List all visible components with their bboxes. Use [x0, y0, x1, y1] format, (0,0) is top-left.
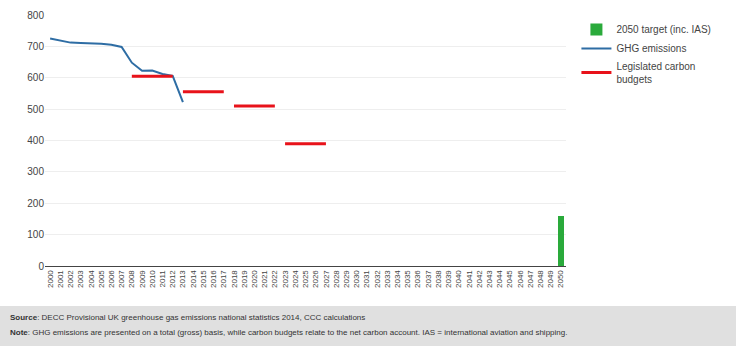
svg-text:2040: 2040	[454, 270, 463, 288]
svg-text:2048: 2048	[536, 270, 545, 288]
svg-text:2017: 2017	[219, 270, 228, 288]
svg-text:200: 200	[27, 198, 44, 209]
svg-text:2012: 2012	[168, 270, 177, 288]
svg-text:2025: 2025	[301, 270, 310, 288]
svg-text:Source: DECC Provisional UK gr: Source: DECC Provisional UK greenhouse g…	[10, 313, 365, 322]
svg-text:2038: 2038	[434, 270, 443, 288]
svg-text:2043: 2043	[485, 270, 494, 288]
svg-text:2044: 2044	[495, 270, 504, 288]
svg-text:2010: 2010	[148, 270, 157, 288]
svg-text:2016: 2016	[209, 270, 218, 288]
svg-text:2047: 2047	[526, 270, 535, 288]
svg-text:Legislated carbonbudgets: Legislated carbonbudgets	[616, 61, 695, 85]
svg-text:2034: 2034	[393, 270, 402, 288]
svg-text:2050: 2050	[556, 270, 565, 288]
svg-text:2015: 2015	[199, 270, 208, 288]
svg-text:GHG emissions: GHG emissions	[616, 43, 686, 54]
svg-text:2035: 2035	[403, 270, 412, 288]
svg-text:2041: 2041	[465, 270, 474, 288]
svg-text:500: 500	[27, 104, 44, 115]
svg-text:2045: 2045	[505, 270, 514, 288]
svg-text:2002: 2002	[66, 270, 75, 288]
svg-text:2023: 2023	[281, 270, 290, 288]
svg-text:2011: 2011	[158, 270, 167, 288]
svg-text:2006: 2006	[107, 270, 116, 288]
svg-text:2022: 2022	[270, 270, 279, 288]
svg-text:2004: 2004	[87, 270, 96, 288]
svg-text:2042: 2042	[475, 270, 484, 288]
svg-text:400: 400	[27, 135, 44, 146]
svg-text:2000: 2000	[46, 270, 55, 288]
svg-text:2018: 2018	[230, 270, 239, 288]
svg-text:2033: 2033	[383, 270, 392, 288]
svg-text:2026: 2026	[311, 270, 320, 288]
svg-text:100: 100	[27, 229, 44, 240]
svg-text:2031: 2031	[362, 270, 371, 288]
svg-text:2024: 2024	[291, 270, 300, 288]
svg-text:2037: 2037	[424, 270, 433, 288]
svg-text:2003: 2003	[76, 270, 85, 288]
svg-text:2009: 2009	[138, 270, 147, 288]
svg-text:2039: 2039	[444, 270, 453, 288]
svg-text:Note: GHG emissions are presen: Note: GHG emissions are presented on a t…	[10, 328, 567, 337]
svg-text:700: 700	[27, 41, 44, 52]
svg-text:2014: 2014	[189, 270, 198, 288]
svg-text:2032: 2032	[373, 270, 382, 288]
svg-text:2001: 2001	[56, 270, 65, 288]
svg-text:2029: 2029	[342, 270, 351, 288]
svg-text:2030: 2030	[352, 270, 361, 288]
svg-text:2046: 2046	[516, 270, 525, 288]
svg-text:0: 0	[38, 261, 44, 272]
svg-text:600: 600	[27, 72, 44, 83]
svg-text:2019: 2019	[240, 270, 249, 288]
svg-text:2027: 2027	[322, 270, 331, 288]
svg-text:800: 800	[27, 10, 44, 21]
svg-text:2028: 2028	[332, 270, 341, 288]
svg-text:2008: 2008	[127, 270, 136, 288]
svg-text:2021: 2021	[260, 270, 269, 288]
svg-text:2007: 2007	[117, 270, 126, 288]
svg-text:2005: 2005	[97, 270, 106, 288]
svg-text:2050 target (inc. IAS): 2050 target (inc. IAS)	[616, 24, 711, 35]
svg-text:2020: 2020	[250, 270, 259, 288]
svg-text:300: 300	[27, 166, 44, 177]
svg-text:2049: 2049	[546, 270, 555, 288]
svg-text:2036: 2036	[413, 270, 422, 288]
svg-text:2013: 2013	[179, 270, 188, 288]
